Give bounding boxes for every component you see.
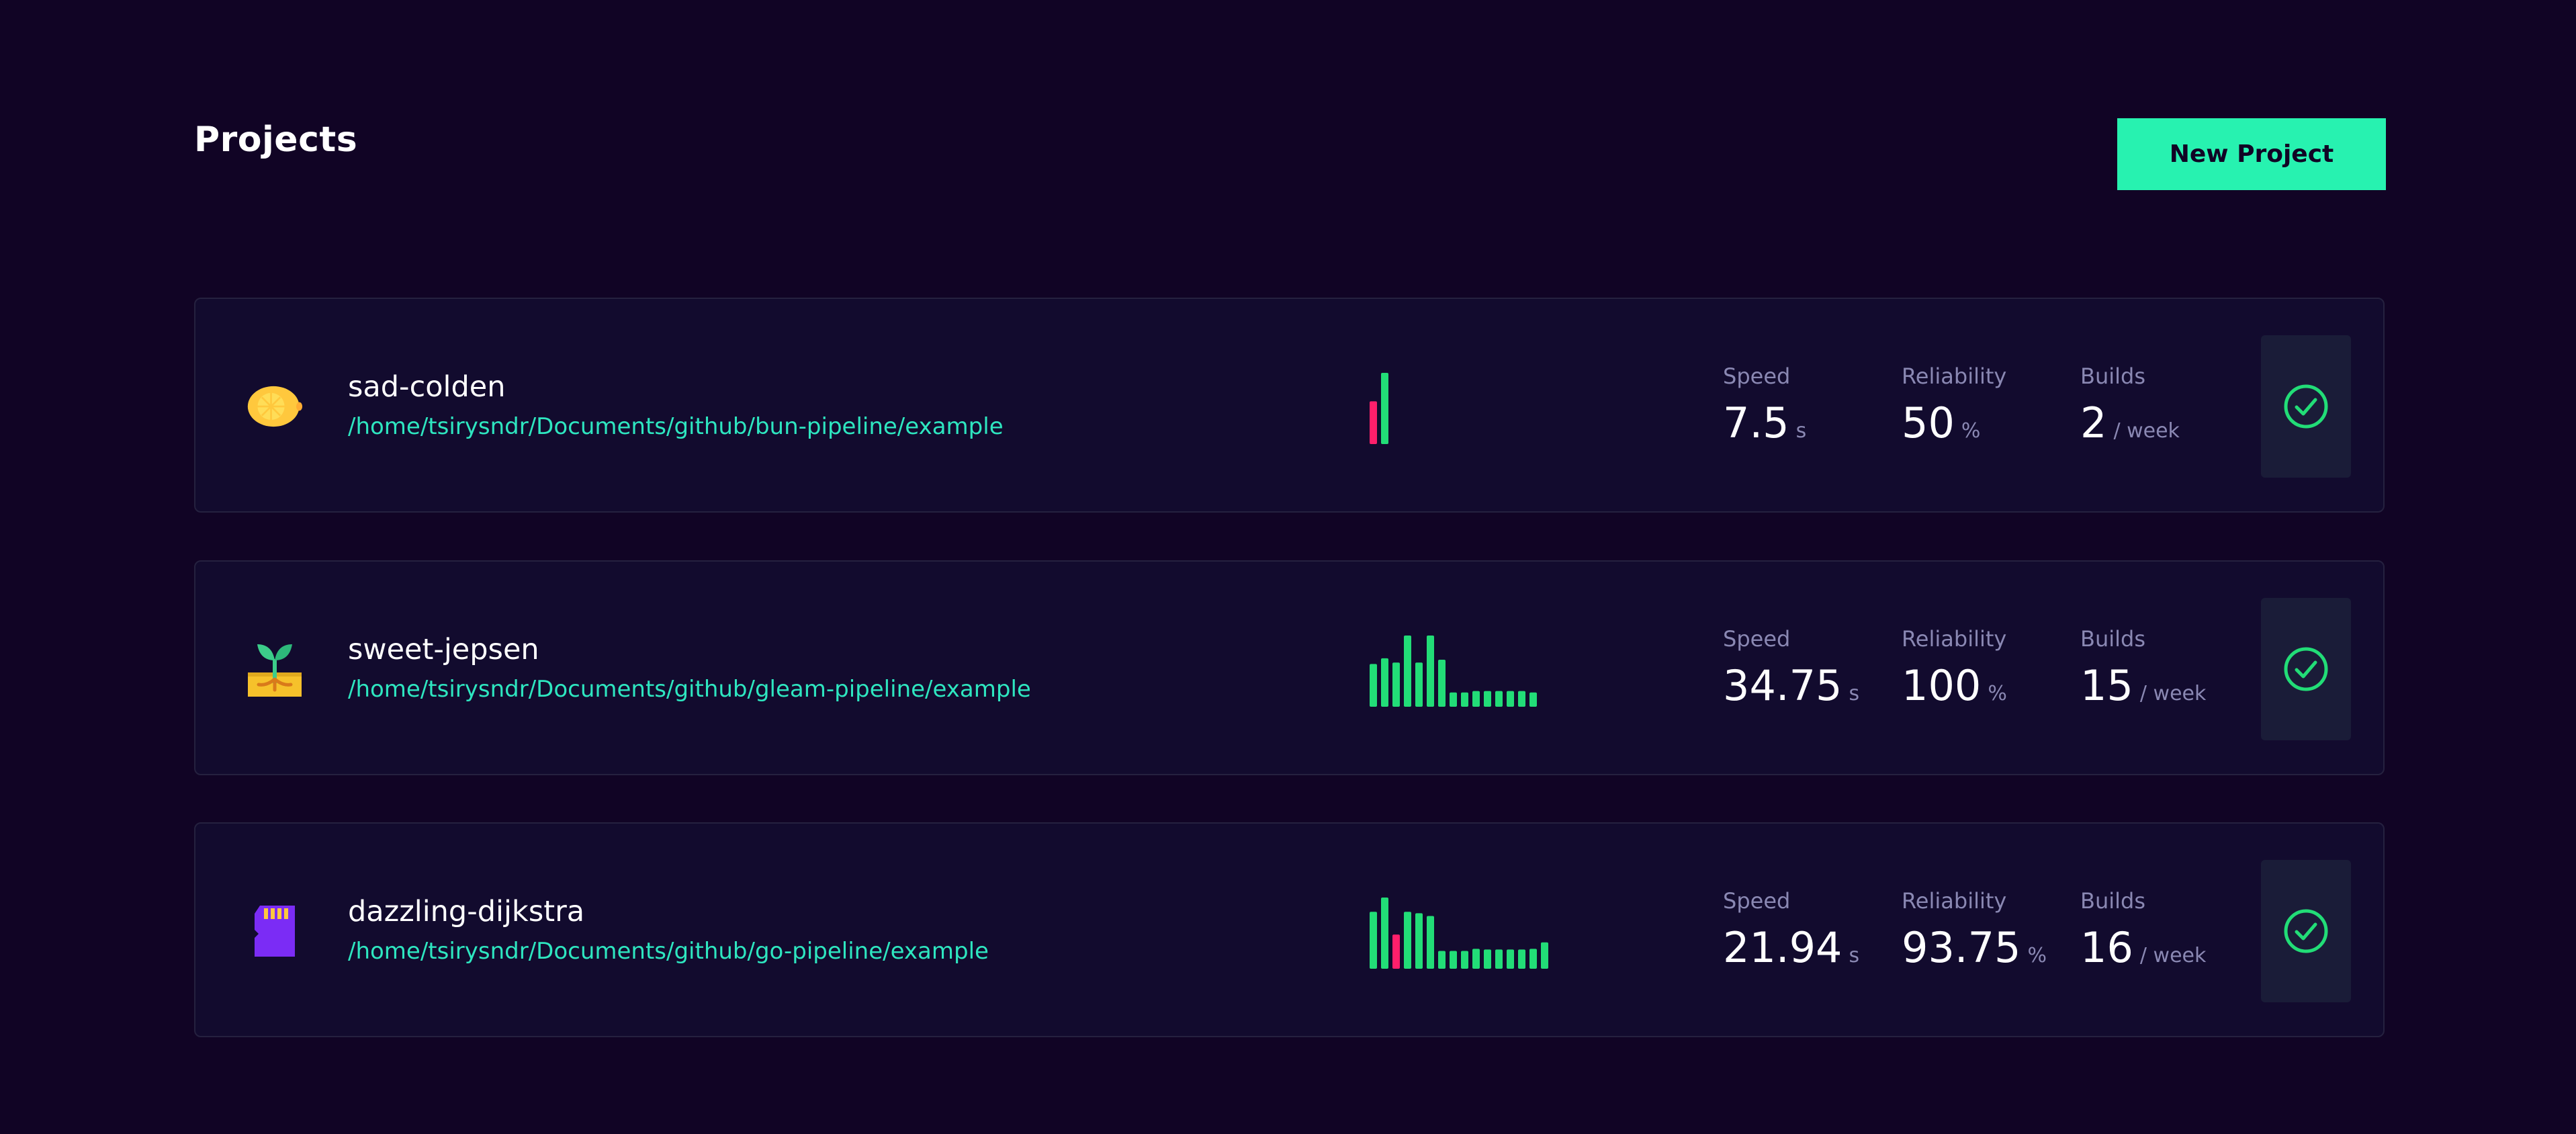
builds-stat: Builds 15 / week xyxy=(2080,626,2206,710)
reliability-value: 100 xyxy=(1902,661,1982,710)
builds-value: 15 xyxy=(2080,661,2133,710)
reliability-label: Reliability xyxy=(1902,626,2007,652)
builds-stat: Builds 16 / week xyxy=(2080,888,2206,972)
reliability-value: 93.75 xyxy=(1902,923,2021,972)
speed-unit: s xyxy=(1849,682,1860,705)
build-bar[interactable] xyxy=(1392,934,1400,969)
build-bar[interactable] xyxy=(1472,691,1480,707)
builds-stat: Builds 2/ week xyxy=(2080,363,2180,447)
build-bar[interactable] xyxy=(1381,658,1388,707)
build-bar[interactable] xyxy=(1404,636,1411,707)
reliability-label: Reliability xyxy=(1902,363,2007,389)
project-card[interactable]: sweet-jepsen /home/tsirysndr/Documents/g… xyxy=(194,560,2385,775)
check-circle-icon xyxy=(2284,384,2328,429)
project-name[interactable]: sweet-jepsen xyxy=(348,633,539,666)
page-title: Projects xyxy=(194,120,358,160)
check-circle-icon xyxy=(2284,647,2328,691)
reliability-stat: Reliability 100% xyxy=(1902,626,2007,710)
build-bar[interactable] xyxy=(1415,913,1423,969)
build-history-chart xyxy=(1370,373,1388,444)
status-indicator[interactable] xyxy=(2261,860,2351,1002)
build-bar[interactable] xyxy=(1518,949,1525,969)
build-bar[interactable] xyxy=(1461,692,1468,707)
build-bar[interactable] xyxy=(1484,691,1491,707)
new-project-button[interactable]: New Project xyxy=(2117,118,2386,190)
build-bar[interactable] xyxy=(1507,691,1514,707)
build-bar[interactable] xyxy=(1381,373,1388,444)
reliability-value: 50 xyxy=(1902,398,1955,447)
speed-stat: Speed 21.94 s xyxy=(1723,888,1859,972)
project-path: /home/tsirysndr/Documents/github/go-pipe… xyxy=(348,938,989,965)
build-history-chart xyxy=(1370,636,1537,707)
speed-value: 7.5 xyxy=(1723,398,1789,447)
speed-unit: s xyxy=(1795,419,1807,443)
project-path: /home/tsirysndr/Documents/github/bun-pip… xyxy=(348,413,1004,440)
build-bar[interactable] xyxy=(1529,692,1537,707)
builds-label: Builds xyxy=(2080,888,2145,914)
builds-value: 16 xyxy=(2080,923,2133,972)
build-bar[interactable] xyxy=(1507,949,1514,969)
builds-unit: / week xyxy=(2139,944,2207,967)
speed-label: Speed xyxy=(1723,626,1791,652)
project-card[interactable]: dazzling-dijkstra /home/tsirysndr/Docume… xyxy=(194,822,2385,1037)
build-bar[interactable] xyxy=(1461,951,1468,969)
build-bar[interactable] xyxy=(1529,949,1537,969)
builds-unit: / week xyxy=(2113,419,2180,443)
status-indicator[interactable] xyxy=(2261,335,2351,478)
builds-label: Builds xyxy=(2080,363,2145,389)
lemon-icon xyxy=(247,378,303,435)
build-bar[interactable] xyxy=(1381,898,1388,969)
reliability-label: Reliability xyxy=(1902,888,2007,914)
build-bar[interactable] xyxy=(1438,660,1446,707)
reliability-unit: % xyxy=(1988,682,2007,705)
build-bar[interactable] xyxy=(1495,949,1503,969)
build-bar[interactable] xyxy=(1427,636,1434,707)
build-bar[interactable] xyxy=(1370,912,1377,969)
build-bar[interactable] xyxy=(1450,951,1457,969)
builds-unit: / week xyxy=(2139,682,2207,705)
build-bar[interactable] xyxy=(1404,912,1411,969)
build-bar[interactable] xyxy=(1370,401,1377,444)
project-card[interactable]: sad-colden /home/tsirysndr/Documents/git… xyxy=(194,298,2385,513)
build-bar[interactable] xyxy=(1415,662,1423,707)
speed-value: 34.75 xyxy=(1723,661,1842,710)
sd-card-icon xyxy=(247,903,303,959)
build-history-chart xyxy=(1370,898,1548,969)
project-name[interactable]: sad-colden xyxy=(348,370,506,404)
sprout-icon xyxy=(247,641,303,697)
speed-label: Speed xyxy=(1723,363,1791,389)
builds-label: Builds xyxy=(2080,626,2145,652)
reliability-stat: Reliability 93.75% xyxy=(1902,888,2047,972)
build-bar[interactable] xyxy=(1495,691,1503,707)
speed-stat: Speed 7.5 s xyxy=(1723,363,1806,447)
reliability-unit: % xyxy=(1961,419,1981,443)
check-circle-icon xyxy=(2284,909,2328,953)
speed-stat: Speed 34.75 s xyxy=(1723,626,1859,710)
build-bar[interactable] xyxy=(1472,949,1480,969)
reliability-unit: % xyxy=(2027,944,2047,967)
speed-value: 21.94 xyxy=(1723,923,1842,972)
speed-label: Speed xyxy=(1723,888,1791,914)
build-bar[interactable] xyxy=(1518,691,1525,707)
build-bar[interactable] xyxy=(1427,916,1434,969)
build-bar[interactable] xyxy=(1438,951,1446,969)
build-bar[interactable] xyxy=(1450,692,1457,707)
reliability-stat: Reliability 50% xyxy=(1902,363,2006,447)
status-indicator[interactable] xyxy=(2261,598,2351,740)
build-bar[interactable] xyxy=(1541,942,1548,969)
build-bar[interactable] xyxy=(1392,662,1400,707)
build-bar[interactable] xyxy=(1370,664,1377,707)
build-bar[interactable] xyxy=(1484,949,1491,969)
speed-unit: s xyxy=(1849,944,1860,967)
project-path: /home/tsirysndr/Documents/github/gleam-p… xyxy=(348,676,1031,703)
builds-value: 2 xyxy=(2080,398,2107,447)
project-name[interactable]: dazzling-dijkstra xyxy=(348,895,585,928)
